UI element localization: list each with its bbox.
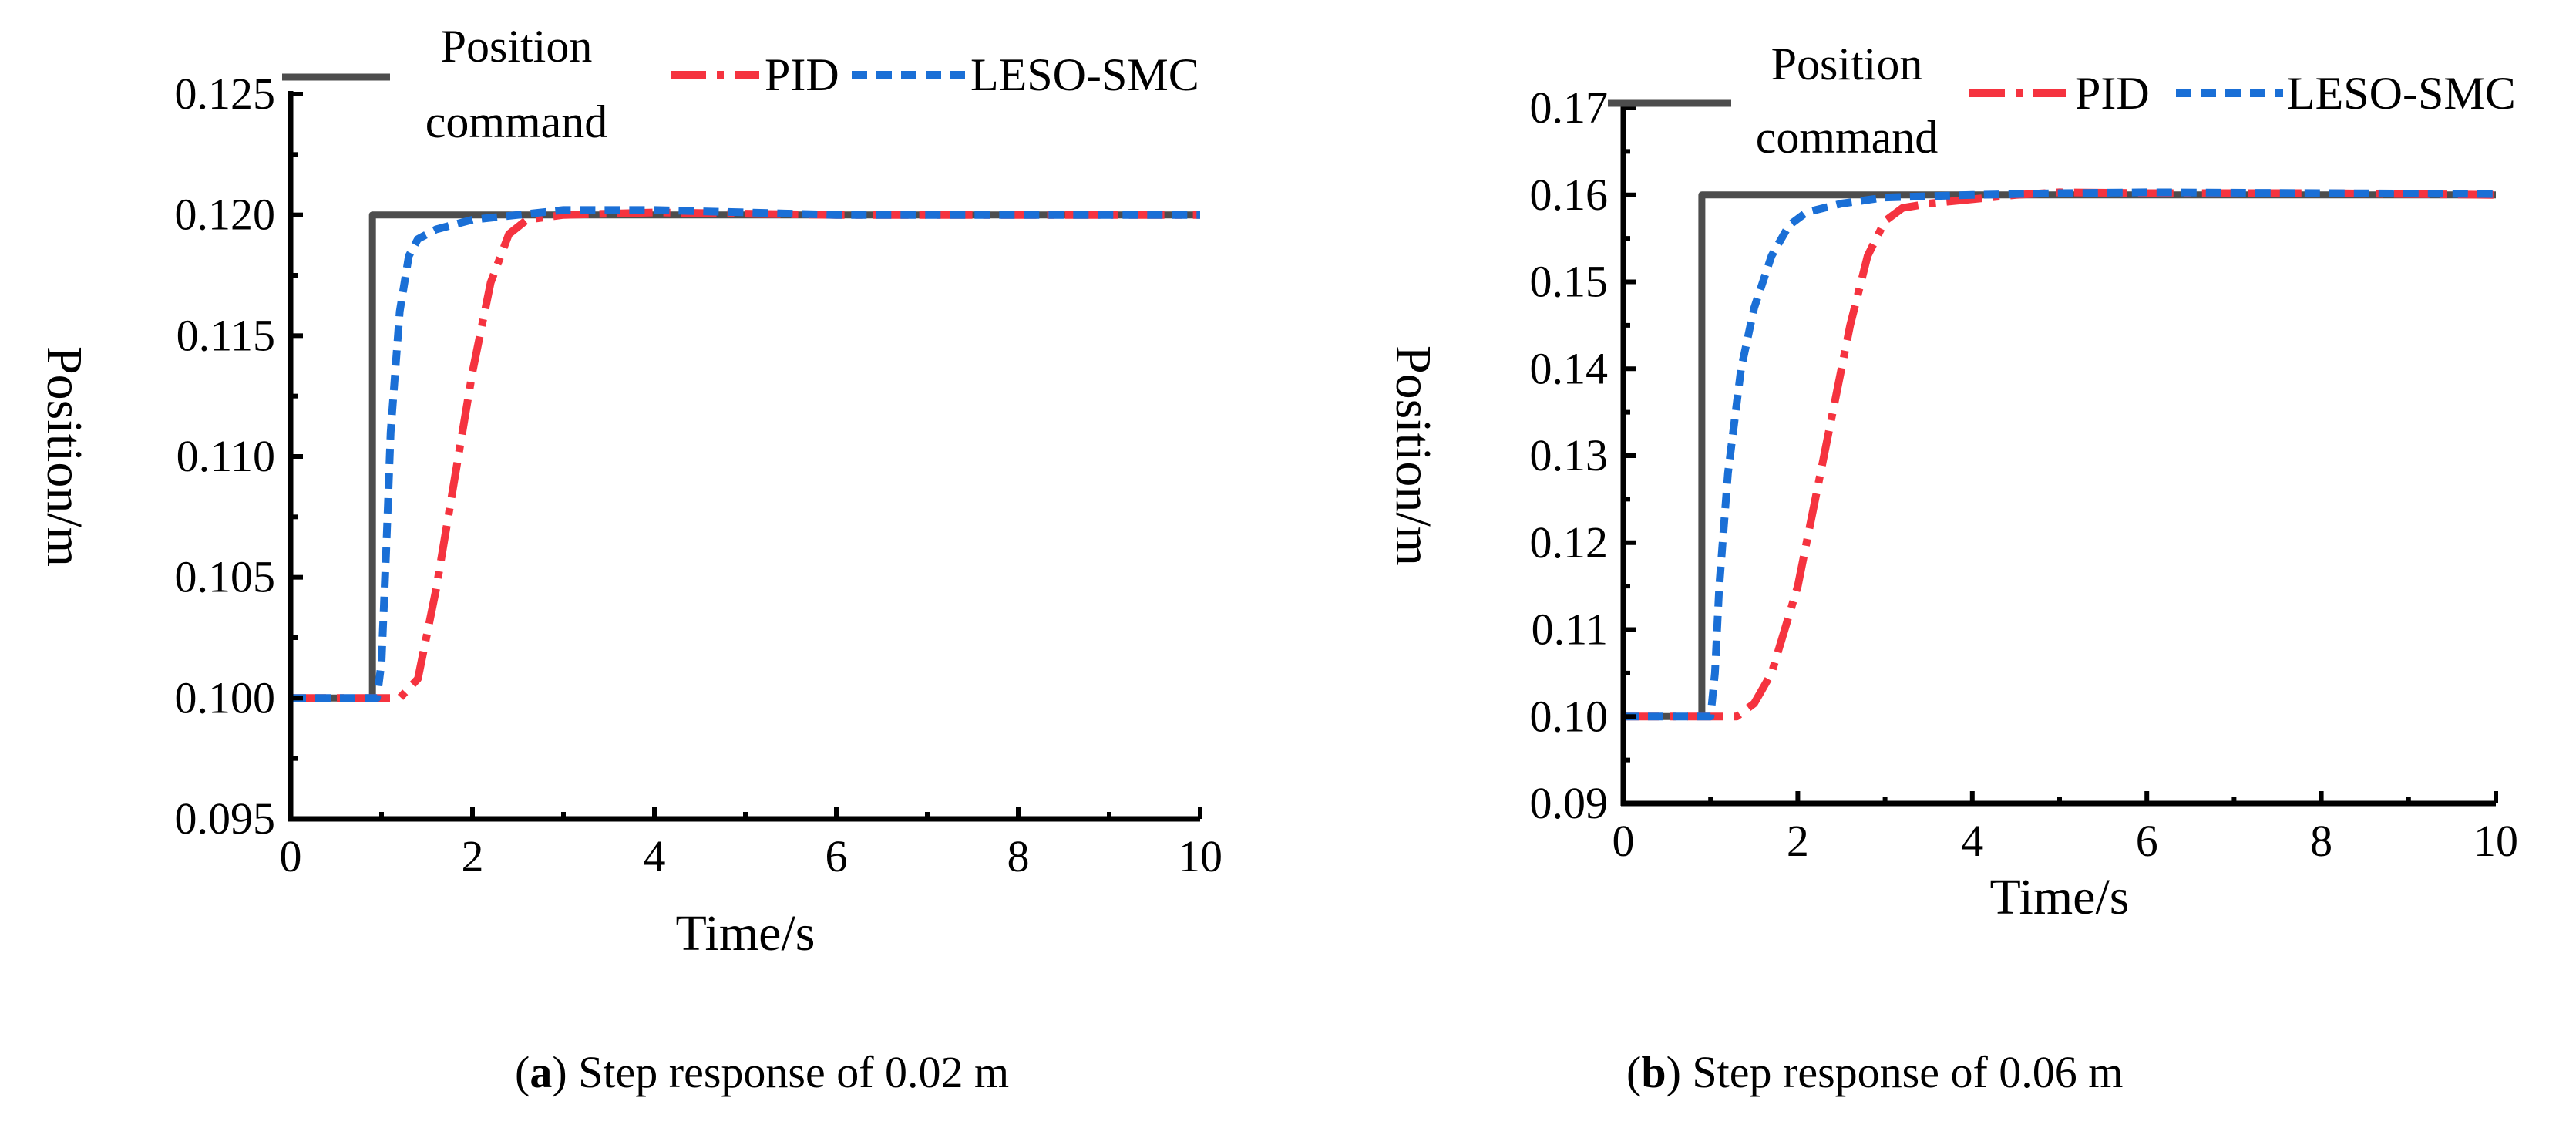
figure-caption: (b) Step response of 0.06 m — [1626, 1047, 2123, 1097]
y-tick-label: 0.125 — [175, 69, 276, 119]
legend-label-pid: PID — [765, 49, 839, 100]
legend-label-command: command — [425, 96, 608, 147]
figure-caption: (a) Step response of 0.02 m — [515, 1047, 1009, 1097]
x-tick-label: 2 — [462, 831, 484, 881]
chart-panel-a: 0.095 0.100 0.105 0.110 0.115 0.120 0.125 0 2 4 6 8… — [36, 21, 1222, 1097]
x-tick-label: 0 — [1613, 816, 1635, 866]
x-tick-label: 8 — [2310, 816, 2332, 866]
y-tick-label: 0.115 — [177, 310, 275, 360]
x-tick-label: 10 — [2473, 816, 2518, 866]
x-tick-label: 6 — [826, 831, 848, 881]
x-axis-title: Time/s — [1990, 869, 2130, 925]
y-tick-label: 0.09 — [1530, 778, 1609, 828]
y-tick-label: 0.12 — [1530, 517, 1609, 568]
series-line-leso-smc — [1623, 188, 2497, 721]
x-tick-label: 4 — [1961, 816, 1983, 866]
series-line-pid — [1623, 188, 2497, 721]
legend-label-leso-smc: LESO-SMC — [2287, 68, 2516, 119]
y-tick-label: 0.10 — [1530, 691, 1609, 741]
legend-label-command: command — [1756, 112, 1939, 163]
y-tick-label: 0.095 — [175, 793, 276, 844]
x-tick-label: 8 — [1007, 831, 1030, 881]
legend-label-position: Position — [441, 21, 593, 72]
chart-panel-b: 0.09 0.10 0.11 0.12 0.13 0.14 0.15 0.16 0.17 0 2 4 6… — [1385, 39, 2518, 1097]
legend: Position command PID LESO-SMC — [1608, 39, 2516, 163]
series-line-position-command — [1623, 191, 2496, 720]
x-tick-label: 10 — [1178, 831, 1222, 881]
series-line-leso-smc — [291, 206, 1200, 702]
y-tick-label: 0.105 — [175, 552, 276, 602]
y-tick-label: 0.100 — [175, 672, 276, 722]
x-tick-label: 2 — [1787, 816, 1809, 866]
x-axis-title: Time/s — [676, 905, 816, 962]
legend-label-leso-smc: LESO-SMC — [970, 49, 1199, 100]
y-tick-label: 0.13 — [1530, 430, 1609, 480]
legend: Position command PID LESO-SMC — [282, 21, 1199, 147]
legend-label-position: Position — [1771, 39, 1923, 89]
y-tick-label: 0.110 — [177, 431, 275, 481]
y-tick-label: 0.11 — [1532, 605, 1608, 655]
y-tick-label: 0.17 — [1530, 83, 1609, 133]
x-tick-label: 0 — [280, 831, 302, 881]
y-tick-label: 0.120 — [175, 190, 276, 240]
legend-label-pid: PID — [2075, 68, 2150, 119]
series-line-position-command — [291, 211, 1200, 702]
y-tick-label: 0.15 — [1530, 257, 1609, 307]
y-tick-label: 0.14 — [1530, 343, 1609, 393]
x-tick-label: 4 — [644, 831, 666, 881]
y-tick-label: 0.16 — [1530, 170, 1609, 220]
x-tick-label: 6 — [2136, 816, 2158, 866]
y-axis-title: Position/m — [1385, 345, 1441, 566]
y-axis-title: Position/m — [36, 346, 92, 567]
series-line-pid — [291, 208, 1200, 702]
